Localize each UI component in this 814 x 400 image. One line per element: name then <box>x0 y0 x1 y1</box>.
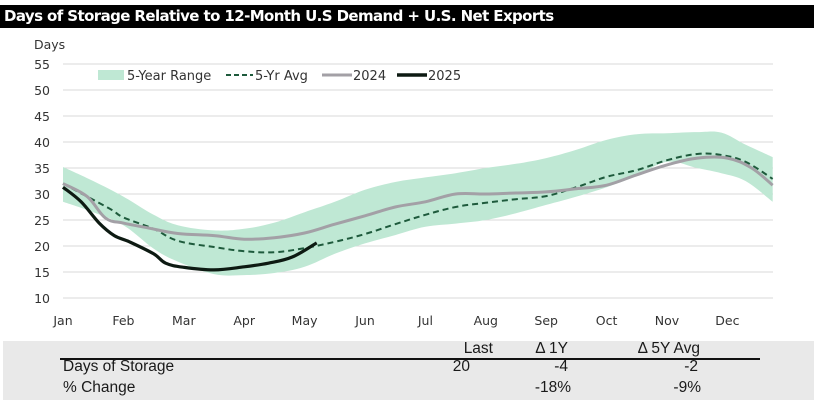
legend-label-2025: 2025 <box>428 69 461 84</box>
y-tick-40: 40 <box>34 135 50 150</box>
x-tick-jul: Jul <box>417 313 433 328</box>
header-last: Last <box>463 340 493 357</box>
x-tick-sep: Sep <box>534 313 558 328</box>
y-tick-10: 10 <box>34 291 50 306</box>
x-tick-mar: Mar <box>172 313 196 328</box>
legend: 5-Year Range 5-Yr Avg 2024 2025 <box>98 69 461 84</box>
x-tick-oct: Oct <box>596 313 618 328</box>
x-tick-nov: Nov <box>655 313 680 328</box>
y-tick-30: 30 <box>34 187 50 202</box>
y-tick-15: 15 <box>34 265 50 280</box>
title-bar: Days of Storage Relative to 12-Month U.S… <box>0 5 814 28</box>
x-tick-may: May <box>292 313 318 328</box>
series-lines-layer <box>61 152 774 272</box>
row-pct-change-label: % Change <box>63 379 136 396</box>
y-axis-label: Days <box>34 37 65 52</box>
y-tick-50: 50 <box>34 83 50 98</box>
header-delta-1y: Δ 1Y <box>535 340 568 357</box>
row-days-of-storage-label: Days of Storage <box>63 358 175 375</box>
series-line-2024 <box>62 155 774 241</box>
x-tick-aug: Aug <box>474 313 498 328</box>
x-tick-dec: Dec <box>715 313 739 328</box>
x-tick-feb: Feb <box>112 313 134 328</box>
x-tick-apr: Apr <box>233 313 255 328</box>
row-pct-change-delta-1y: -18% <box>534 379 571 396</box>
y-tick-45: 45 <box>34 109 50 124</box>
y-tick-35: 35 <box>34 161 50 176</box>
x-tick-jun: Jun <box>354 313 375 328</box>
x-tick-jan: Jan <box>52 313 72 328</box>
row-days-of-storage-last: 20 <box>452 358 470 375</box>
row-pct-change-delta-5y: -9% <box>673 379 701 396</box>
y-tick-25: 25 <box>34 213 50 228</box>
stats-table: Last Δ 1Y Δ 5Y Avg Days of Storage 20 -4… <box>3 340 814 400</box>
header-rule <box>60 358 760 360</box>
y-axis: Days 10 15 20 25 30 35 40 45 50 55 <box>34 37 65 306</box>
row-days-of-storage-delta-1y: -4 <box>554 358 568 375</box>
row-days-of-storage-delta-5y: -2 <box>684 358 698 375</box>
y-tick-20: 20 <box>34 239 50 254</box>
legend-label-2024: 2024 <box>353 69 386 84</box>
legend-label-avg: 5-Yr Avg <box>255 69 308 84</box>
chart-title: Days of Storage Relative to 12-Month U.S… <box>4 7 554 25</box>
legend-label-range: 5-Year Range <box>127 69 211 84</box>
x-axis: Jan Feb Mar Apr May Jun Jul Aug Sep Oct Nov Dec <box>52 313 739 328</box>
header-delta-5y-avg: Δ 5Y Avg <box>637 340 700 357</box>
y-tick-55: 55 <box>34 57 50 72</box>
legend-swatch-range <box>98 70 124 80</box>
series-line-2025 <box>61 185 318 272</box>
